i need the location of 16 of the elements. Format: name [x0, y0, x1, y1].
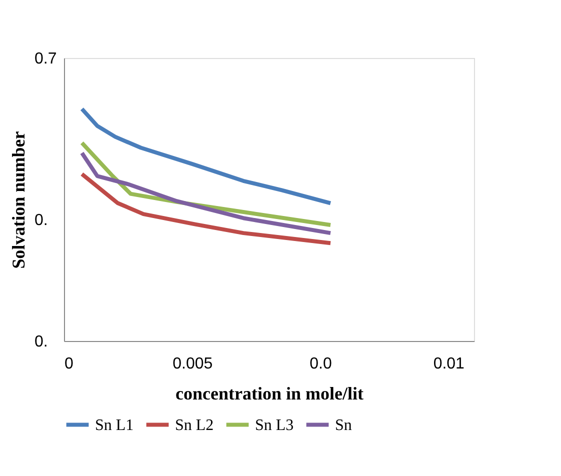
line-series: [80, 172, 332, 246]
x-tick-label: 0.01: [433, 356, 465, 372]
x-tick-label: 0.005: [172, 356, 213, 372]
legend-label: Sn L1: [95, 416, 134, 434]
legend-label: Sn L2: [175, 416, 214, 434]
y-tick-label: 0.: [34, 334, 48, 350]
y-axis-title: Solvation number: [8, 131, 28, 269]
legend-label: Sn: [335, 416, 352, 434]
legend-label: Sn L3: [255, 416, 294, 434]
y-tick-label: 0.7: [34, 50, 57, 68]
x-axis-title: concentration in mole/lit: [176, 384, 364, 404]
line-series: [80, 106, 332, 206]
x-tick-label: 0: [64, 356, 74, 372]
line-series: [80, 151, 332, 236]
x-tick-label: 0.0: [310, 356, 332, 372]
y-tick-label: 0.: [34, 212, 48, 230]
